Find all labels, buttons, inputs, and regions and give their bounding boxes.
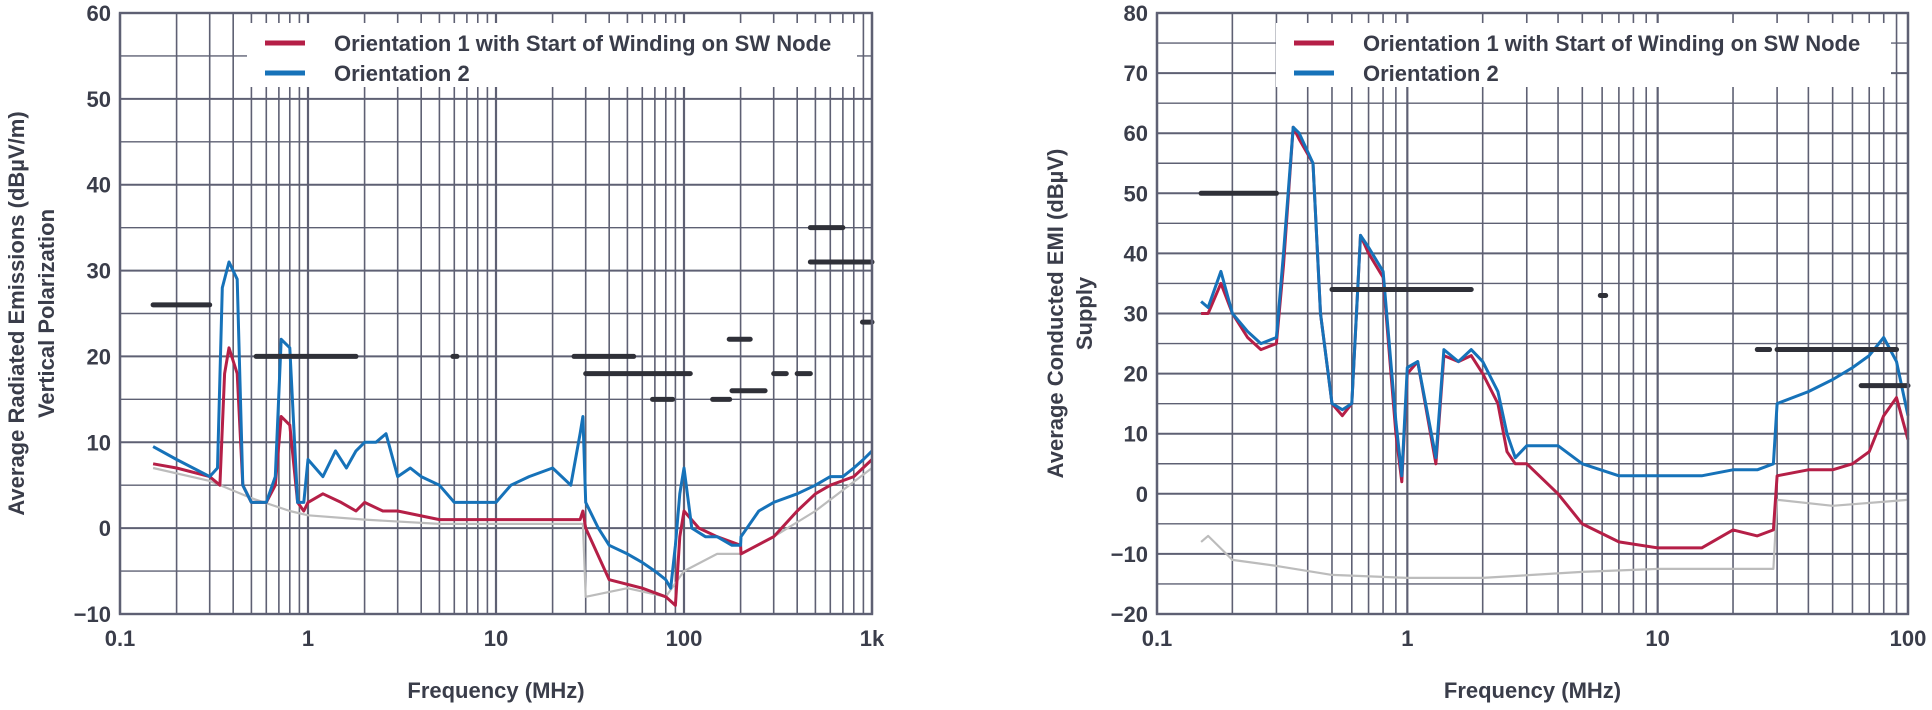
- y-tick-label: 70: [1124, 61, 1148, 86]
- y-tick-label: 30: [87, 259, 111, 284]
- plot-frame: [118, 11, 874, 616]
- legend-box: [1276, 23, 1891, 87]
- y-tick-label: 10: [1124, 422, 1148, 447]
- legend-label: Orientation 2: [1363, 61, 1499, 86]
- y-tick-label: 80: [1124, 1, 1148, 26]
- legend-label: Orientation 1 with Start of Winding on S…: [1363, 31, 1860, 56]
- series-orientation-2: [152, 260, 874, 590]
- y-tick-label: 20: [87, 344, 111, 369]
- legend-label: Orientation 1 with Start of Winding on S…: [334, 31, 831, 56]
- y-tick-label: 0: [99, 516, 111, 541]
- x-tick-label: 0.1: [105, 626, 136, 651]
- legend-box: [247, 23, 857, 87]
- y-tick-label: 60: [1124, 121, 1148, 146]
- y-axis-label-line-2: Vertical Polarization: [34, 209, 59, 418]
- x-tick-label: 1k: [860, 626, 885, 651]
- y-tick-label: 50: [87, 87, 111, 112]
- x-tick-label: 10: [1645, 626, 1669, 651]
- chart-2: 0.1 1 10 100 −20 −10 0 10 20 30 40 50 60 70 80 Frequenc…: [1043, 1, 1926, 703]
- y-tick-label: −10: [74, 602, 111, 627]
- y-tick-label: 50: [1124, 181, 1148, 206]
- y-tick-label: 30: [1124, 302, 1148, 327]
- y-axis-label-line-1: Average Radiated Emissions (dBµV/m): [4, 111, 29, 515]
- chart-1: 0.1 1 10 100 1k −10 0 10 20 30 40 50 60 Frequency (MH…: [4, 1, 885, 703]
- x-tick-label: 100: [666, 626, 703, 651]
- y-tick-label: 40: [87, 173, 111, 198]
- x-tick-label: 1: [302, 626, 314, 651]
- x-axis-label: Frequency (MHz): [407, 678, 584, 703]
- y-tick-label: 20: [1124, 362, 1148, 387]
- y-tick-label: −20: [1111, 602, 1148, 627]
- y-tick-label: −10: [1111, 542, 1148, 567]
- x-tick-label: 10: [484, 626, 508, 651]
- y-tick-label: 40: [1124, 241, 1148, 266]
- legend-label: Orientation 2: [334, 61, 470, 86]
- x-axis-label: Frequency (MHz): [1444, 678, 1621, 703]
- series-orientation-1: [152, 346, 874, 607]
- y-axis-label-line-1: Average Conducted EMI (dBµV): [1043, 149, 1068, 479]
- y-tick-label: 10: [87, 430, 111, 455]
- x-tick-label: 100: [1890, 626, 1927, 651]
- x-tick-label: 1: [1401, 626, 1413, 651]
- noise-floor-line: [1200, 498, 1909, 580]
- series-orientation-2: [1200, 125, 1910, 478]
- x-tick-label: 0.1: [1142, 626, 1173, 651]
- noise-floor-line: [152, 466, 873, 598]
- y-axis-label-line-2: Supply: [1072, 276, 1097, 350]
- plot-frame: [1155, 11, 1910, 616]
- y-tick-label: 60: [87, 1, 111, 26]
- y-tick-label: 0: [1136, 482, 1148, 507]
